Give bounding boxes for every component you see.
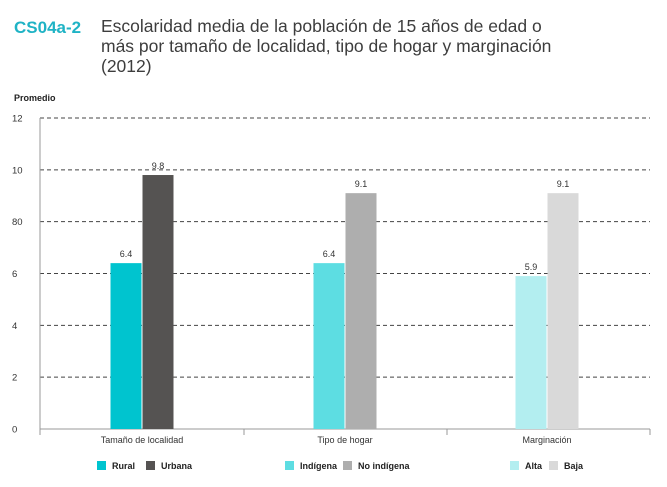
legend-label: Indígena [300,461,338,471]
legend-label: Baja [564,461,584,471]
data-label: 9.8 [152,161,165,171]
data-label: 6.4 [323,249,336,259]
y-tick-label: 2 [12,373,17,384]
y-axis-label: Promedio [14,93,56,103]
x-category-label: Marginación [522,435,571,445]
bar-urbana [142,175,174,429]
data-label: 6.4 [120,249,133,259]
bar-alta [515,276,547,429]
data-label: 5.9 [525,262,538,272]
y-tick-label: 6 [12,269,17,280]
chart-title: Escolaridad media de la población de 15 … [101,16,552,76]
legend-label: Alta [525,461,543,471]
legend-swatch [285,461,294,470]
y-tick-label: 80 [12,217,23,228]
x-category-label: Tamaño de localidad [101,435,184,445]
bar-no-indígena [345,193,377,429]
legend-swatch [343,461,352,470]
legend-swatch [146,461,155,470]
x-category-label: Tipo de hogar [317,435,372,445]
legend-label: Urbana [161,461,193,471]
legend-label: No indígena [358,461,410,471]
legend-swatch [97,461,106,470]
data-label: 9.1 [355,179,368,189]
y-tick-label: 10 [12,165,23,176]
bar-indígena [313,263,345,429]
legend-label: Rural [112,461,135,471]
y-tick-label: 4 [12,321,17,332]
bar-baja [547,193,579,429]
chart-code: CS04a-2 [14,18,82,37]
data-label: 9.1 [557,179,570,189]
y-tick-label: 12 [12,114,23,125]
legend-swatch [510,461,519,470]
bar-rural [110,263,142,429]
y-tick-label: 0 [12,425,17,436]
legend-swatch [549,461,558,470]
